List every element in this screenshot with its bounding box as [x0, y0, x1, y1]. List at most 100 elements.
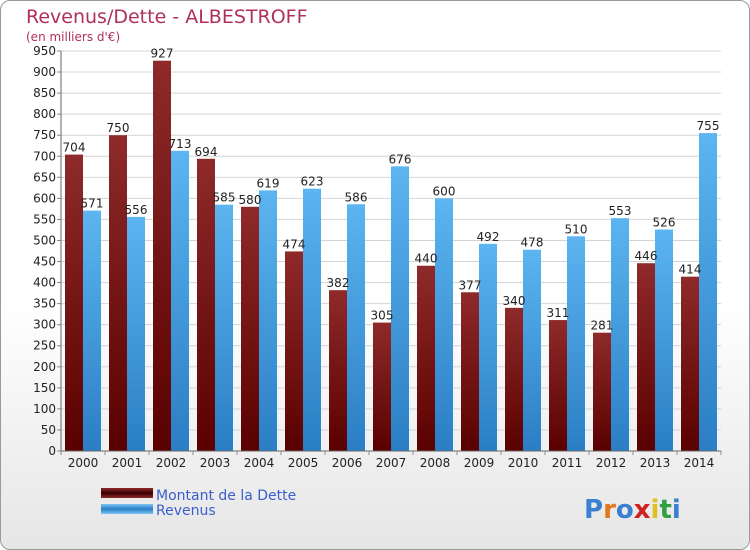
value-label-revenue-2005: 623: [301, 175, 324, 189]
x-tick-label-2001: 2001: [112, 456, 143, 470]
y-tick-label: 950: [33, 44, 56, 58]
y-tick-label: 900: [33, 65, 56, 79]
y-tick-label: 300: [33, 318, 56, 332]
bar-revenue-2007: [391, 166, 409, 452]
y-tick-label: 800: [33, 107, 56, 121]
bar-debt-2009: [461, 292, 479, 451]
y-tick-label: 700: [33, 149, 56, 163]
y-axis-ticks: 0 50 100 150 200 250 300 350 400 450 500 550 600 650 7…: [33, 44, 61, 458]
x-tick-label-2002: 2002: [156, 456, 187, 470]
chart-title: Revenus/Dette - ALBESTROFF: [26, 6, 308, 28]
x-axis-ticks: 2000 2001 2002 2003 2004 2005 2006 2007 2008 2009…: [60, 451, 722, 470]
value-label-debt-2003: 694: [195, 145, 218, 159]
value-label-debt-2007: 305: [371, 309, 394, 323]
value-label-revenue-2000: 571: [81, 197, 104, 211]
legend-swatch-revenue: [101, 504, 153, 514]
value-label-debt-2001: 750: [107, 121, 130, 135]
value-label-debt-2012: 281: [591, 319, 614, 333]
value-label-debt-2006: 382: [327, 276, 350, 290]
bar-debt-2006: [329, 290, 347, 451]
y-tick-label: 150: [33, 381, 56, 395]
value-label-revenue-2012: 553: [609, 204, 632, 218]
value-label-revenue-2009: 492: [477, 230, 500, 244]
value-label-debt-2009: 377: [459, 278, 482, 292]
y-tick-label: 600: [33, 191, 56, 205]
y-tick-label: 650: [33, 170, 56, 184]
value-label-revenue-2008: 600: [433, 184, 456, 198]
x-tick-label-2009: 2009: [464, 456, 495, 470]
bar-revenue-2001: [127, 216, 145, 451]
brand-logo: Proxiti: [584, 495, 681, 525]
value-label-debt-2005: 474: [283, 237, 306, 251]
brand-text: Proxiti: [584, 495, 681, 525]
x-tick-label-2005: 2005: [288, 456, 319, 470]
bar-debt-2003: [197, 158, 215, 451]
bar-revenue-2002: [171, 150, 189, 451]
bar-revenue-2010: [523, 249, 541, 451]
bar-debt-2010: [505, 307, 523, 451]
value-label-debt-2002: 927: [151, 47, 174, 61]
x-tick-label-2011: 2011: [552, 456, 583, 470]
y-tick-label: 400: [33, 276, 56, 290]
value-label-revenue-2004: 619: [257, 176, 280, 190]
value-label-revenue-2011: 510: [565, 222, 588, 236]
bar-debt-2005: [285, 251, 303, 451]
y-tick-label: 250: [33, 339, 56, 353]
x-tick-label-2010: 2010: [508, 456, 539, 470]
bar-debt-2011: [549, 320, 567, 451]
bar-revenue-2004: [259, 190, 277, 452]
bar-revenue-2006: [347, 204, 365, 451]
value-label-revenue-2006: 586: [345, 190, 368, 204]
value-label-revenue-2001: 556: [125, 203, 148, 217]
value-label-revenue-2014: 755: [697, 119, 720, 133]
value-label-debt-2010: 340: [503, 294, 526, 308]
bars-group: [65, 60, 717, 452]
bar-debt-2014: [681, 276, 699, 451]
bar-revenue-2009: [479, 243, 497, 451]
bar-debt-2004: [241, 206, 259, 451]
y-tick-label: 350: [33, 297, 56, 311]
value-label-debt-2008: 440: [415, 252, 438, 266]
bar-debt-2012: [593, 332, 611, 451]
y-tick-label: 0: [48, 444, 56, 458]
bar-debt-2002: [153, 60, 171, 452]
bar-revenue-2014: [699, 133, 717, 451]
x-tick-label-2000: 2000: [68, 456, 99, 470]
value-label-debt-2000: 704: [63, 141, 86, 155]
y-tick-label: 850: [33, 86, 56, 100]
bar-revenue-2013: [655, 229, 673, 451]
x-tick-label-2006: 2006: [332, 456, 363, 470]
chart-subtitle: (en milliers d'€): [26, 30, 120, 44]
value-label-revenue-2003: 585: [213, 191, 236, 205]
x-tick-label-2007: 2007: [376, 456, 407, 470]
bar-revenue-2000: [83, 210, 101, 451]
bar-debt-2008: [417, 265, 435, 451]
y-tick-label: 750: [33, 128, 56, 142]
x-tick-label-2003: 2003: [200, 456, 231, 470]
value-label-revenue-2010: 478: [521, 236, 544, 250]
x-tick-label-2014: 2014: [684, 456, 715, 470]
axes: [60, 51, 721, 452]
y-tick-label: 450: [33, 255, 56, 269]
legend-label-debt: Montant de la Dette: [156, 488, 296, 504]
bar-revenue-2003: [215, 204, 233, 451]
legend-label-revenue: Revenus: [156, 503, 216, 519]
x-tick-label-2012: 2012: [596, 456, 627, 470]
legend: Montant de la Dette Revenus: [101, 488, 296, 519]
value-label-revenue-2002: 713: [169, 137, 192, 151]
value-label-revenue-2013: 526: [653, 216, 676, 230]
y-tick-label: 500: [33, 233, 56, 247]
y-tick-label: 50: [41, 423, 56, 437]
x-tick-label-2013: 2013: [640, 456, 671, 470]
bar-revenue-2008: [435, 198, 453, 451]
bar-revenue-2005: [303, 188, 321, 451]
x-tick-label-2004: 2004: [244, 456, 275, 470]
legend-swatch-debt: [101, 488, 153, 498]
bar-debt-2007: [373, 322, 391, 451]
y-tick-label: 200: [33, 360, 56, 374]
y-tick-label: 550: [33, 212, 56, 226]
value-label-debt-2013: 446: [635, 249, 658, 263]
